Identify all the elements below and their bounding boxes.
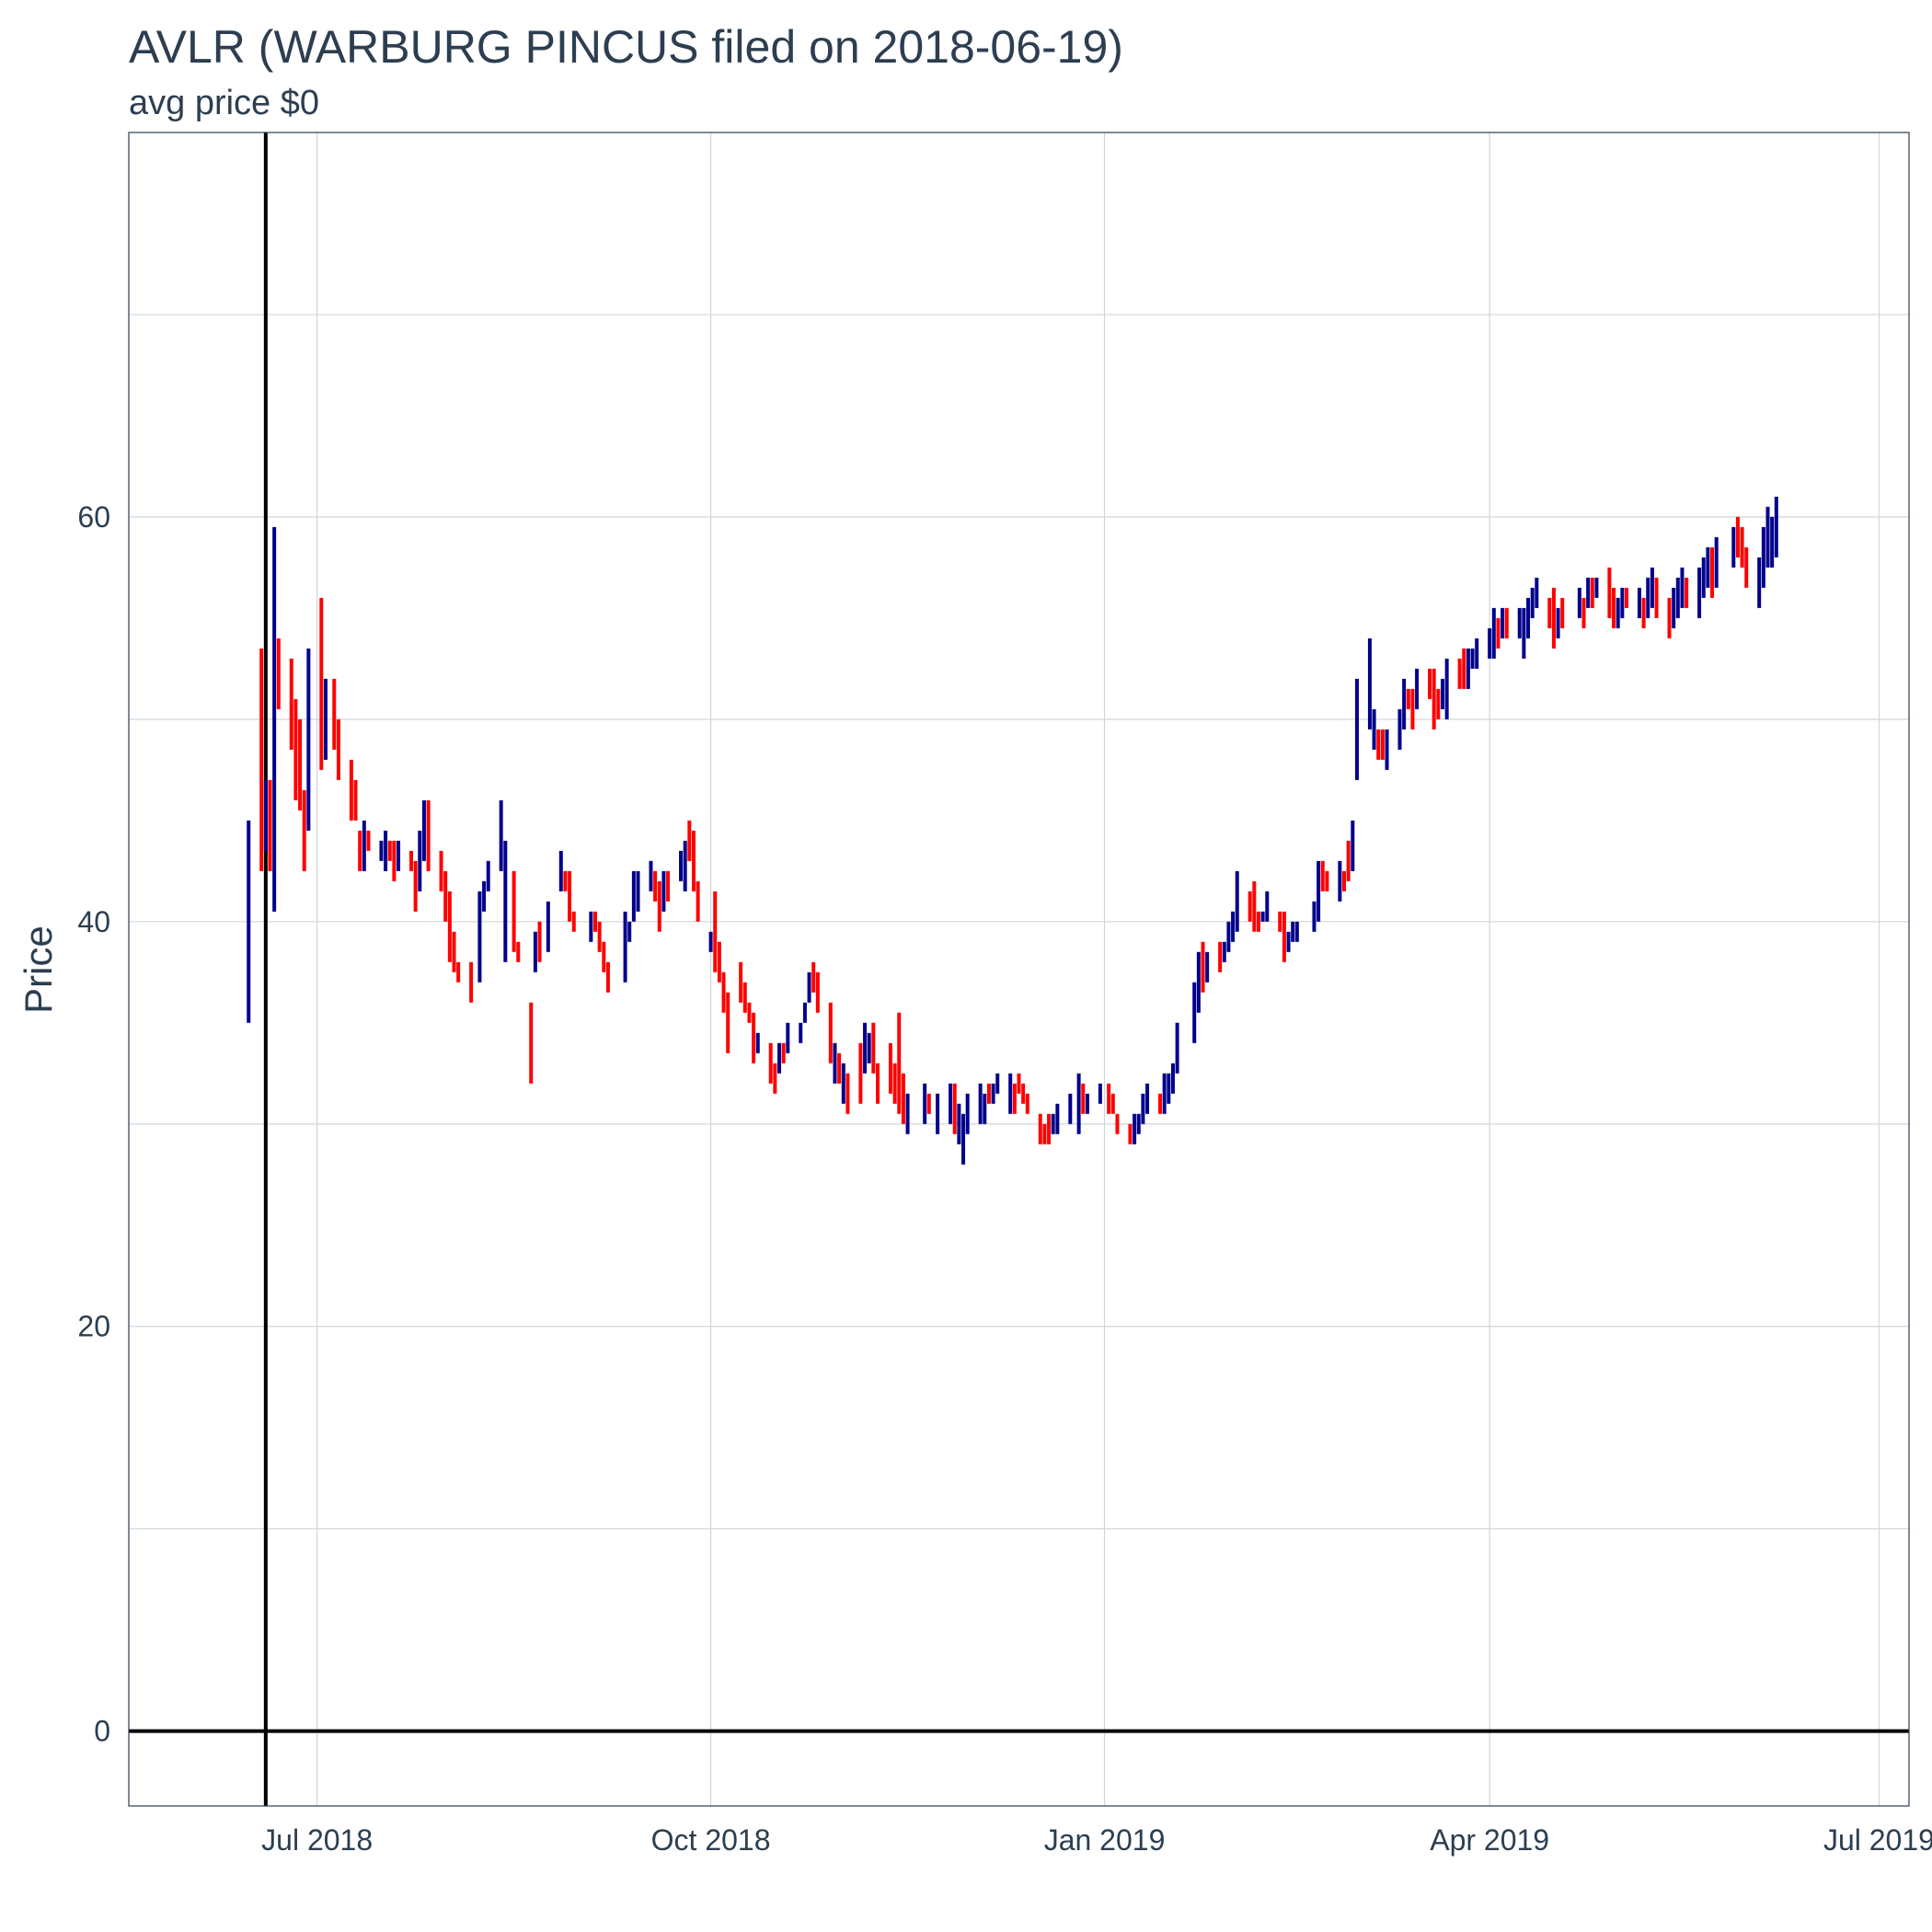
- plot-panel-border: [128, 132, 1910, 1807]
- x-axis-ticks: Jul 2018 Oct 2018 Jan 2019 Apr 2019 Jul 2019: [261, 1823, 1932, 1857]
- grid-lines: [129, 132, 1909, 1806]
- chart-title: AVLR (WARBURG PINCUS filed on 2018-06-19…: [129, 21, 1123, 73]
- price-bars: [247, 496, 1778, 1165]
- reference-lines: [129, 132, 1909, 1806]
- y-tick-label: 40: [77, 905, 110, 938]
- y-axis-label: Price: [17, 926, 60, 1014]
- x-tick-label: Jul 2018: [261, 1823, 373, 1857]
- y-axis-ticks: 0 20 40 60: [77, 500, 110, 1748]
- chart-subtitle: avg price $0: [129, 84, 319, 122]
- y-tick-label: 20: [77, 1310, 110, 1343]
- y-tick-label: 0: [94, 1715, 110, 1748]
- y-tick-label: 60: [77, 500, 110, 534]
- x-tick-label: Jul 2019: [1823, 1823, 1932, 1857]
- x-tick-label: Oct 2018: [651, 1823, 771, 1857]
- x-tick-label: Jan 2019: [1044, 1823, 1166, 1857]
- x-tick-label: Apr 2019: [1430, 1823, 1549, 1857]
